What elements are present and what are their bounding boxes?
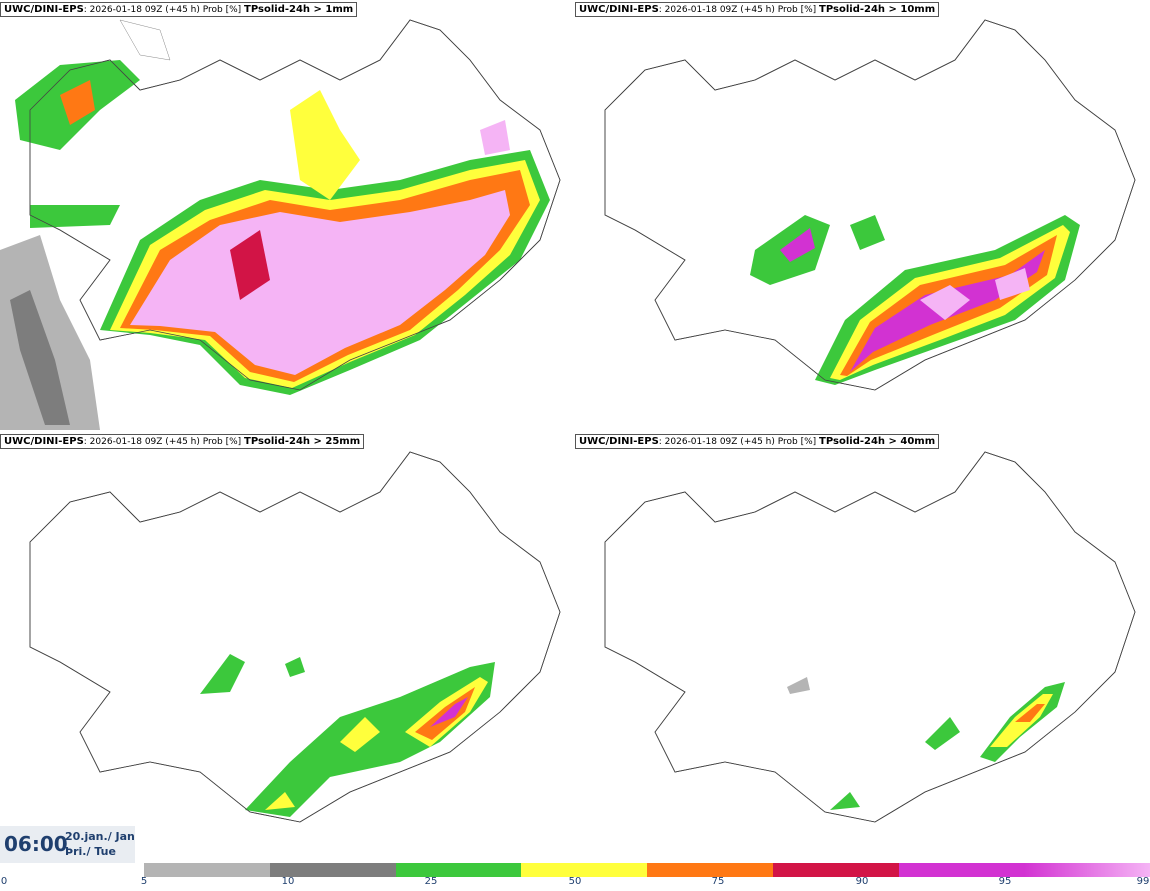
probability-map	[604, 19, 1136, 391]
colorbar-segment	[647, 863, 773, 877]
panel-title: UWC/DINI-EPS: 2026-01-18 09Z (+45 h) Pro…	[575, 2, 940, 17]
colorbar	[144, 863, 1150, 877]
valid-time: 06:00	[4, 832, 68, 856]
colorbar-segment	[898, 863, 1025, 877]
probability-map	[604, 451, 1136, 823]
map-panel-1mm: UWC/DINI-EPS: 2026-01-18 09Z (+45 h) Pro…	[0, 0, 575, 430]
colorbar-tick-label: 90	[855, 876, 869, 887]
probability-map	[29, 451, 561, 823]
valid-time-box: 06:00 20.jan./ Jan Þri./ Tue	[0, 826, 135, 863]
colorbar-segment	[395, 863, 522, 877]
colorbar-tick-label: 50	[568, 876, 582, 887]
colorbar-segment	[772, 863, 899, 877]
panel-title: UWC/DINI-EPS: 2026-01-18 09Z (+45 h) Pro…	[0, 434, 365, 449]
probability-map	[0, 19, 561, 430]
colorbar-tick-label: 99	[1136, 876, 1150, 887]
colorbar-tick-label: 75	[711, 876, 725, 887]
colorbar-tick-label: 95	[998, 876, 1012, 887]
colorbar-tick-label: 5	[140, 876, 148, 887]
panel-title: UWC/DINI-EPS: 2026-01-18 09Z (+45 h) Pro…	[575, 434, 940, 449]
valid-weekday: Þri./ Tue	[65, 845, 116, 858]
colorbar-segment	[1024, 863, 1150, 877]
colorbar-tick-label: 25	[424, 876, 438, 887]
colorbar-segment	[269, 863, 396, 877]
panel-title: UWC/DINI-EPS: 2026-01-18 09Z (+45 h) Pro…	[0, 2, 358, 17]
valid-date: 20.jan./ Jan	[65, 830, 135, 843]
colorbar-segment	[144, 863, 270, 877]
colorbar-tick-label: 0	[0, 876, 8, 887]
map-panel-40mm: UWC/DINI-EPS: 2026-01-18 09Z (+45 h) Pro…	[575, 432, 1150, 862]
map-panel-25mm: UWC/DINI-EPS: 2026-01-18 09Z (+45 h) Pro…	[0, 432, 575, 862]
colorbar-tick-label: 10	[281, 876, 295, 887]
colorbar-segment	[521, 863, 647, 877]
map-panel-10mm: UWC/DINI-EPS: 2026-01-18 09Z (+45 h) Pro…	[575, 0, 1150, 430]
